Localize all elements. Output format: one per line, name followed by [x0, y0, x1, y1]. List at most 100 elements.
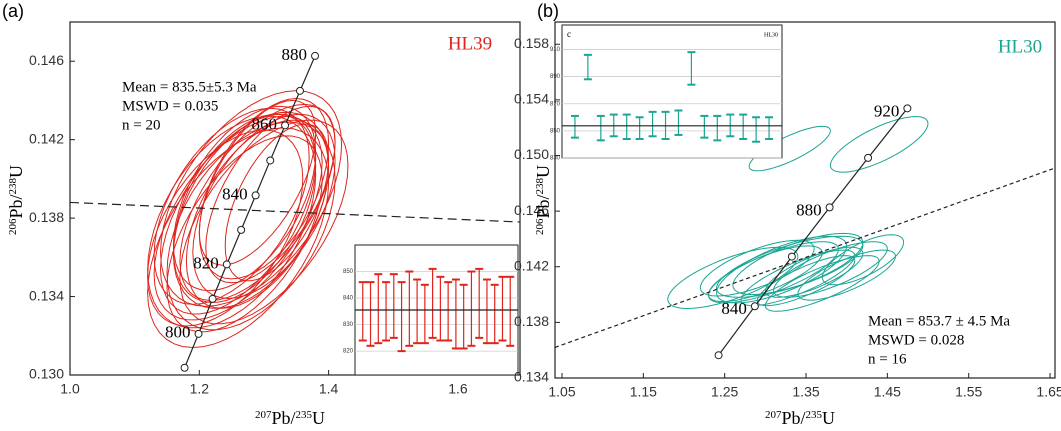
error-ellipse: [797, 249, 896, 301]
age-label: 840: [721, 299, 747, 318]
y-tick-label: 0.142: [514, 257, 549, 273]
error-ellipse: [764, 255, 880, 312]
y-axis-title-part: 238: [7, 177, 19, 194]
plot-area: [70, 51, 520, 372]
y-axis-title-part: Pb/: [533, 194, 553, 218]
concordia-marker: [222, 260, 231, 269]
concordia-marker: [266, 156, 275, 165]
concordia-marker: [281, 121, 290, 130]
inset-tick-label: 840: [343, 296, 354, 302]
y-tick-label: 0.134: [514, 369, 549, 385]
error-ellipse: [172, 111, 330, 309]
x-tick-label: 1.55: [955, 384, 982, 400]
y-axis-title: 206Pb/238U: [533, 165, 553, 235]
x-axis-title-part: Pb/: [271, 408, 295, 428]
annotation: MSWD = 0.035: [122, 98, 218, 114]
inset-tick-label: 910: [550, 47, 561, 53]
y-tick-label: 0.158: [514, 35, 549, 51]
y-tick-label: 0.138: [514, 313, 549, 329]
x-tick-label: 1.2: [190, 381, 210, 397]
panel-label: (a): [2, 1, 24, 21]
concordia-marker: [180, 363, 189, 372]
error-ellipse: [185, 119, 330, 309]
concordia-curve: [718, 107, 908, 356]
concordia-marker: [714, 351, 723, 360]
age-label: 860: [252, 114, 278, 133]
inset-tick-label: 830: [343, 322, 354, 328]
age-label: 920: [874, 101, 900, 120]
concordia-marker: [311, 51, 320, 60]
x-tick-label: 1.45: [874, 384, 901, 400]
error-ellipse: [159, 113, 317, 315]
error-ellipse: [179, 119, 349, 325]
error-ellipse: [205, 105, 336, 284]
age-label: 800: [165, 323, 191, 342]
plot-frame: [554, 21, 1056, 379]
y-axis-title-part: 238: [534, 177, 546, 194]
x-axis-title-part: 235: [806, 409, 823, 421]
inset-tick-label: 890: [550, 74, 561, 80]
annotation: n = 16: [868, 351, 907, 367]
y-axis-title-part: U: [533, 165, 553, 178]
plot-frame: [69, 21, 521, 376]
x-axis-title: 207Pb/235U: [765, 408, 835, 428]
x-axis-title-part: 207: [255, 409, 272, 421]
error-ellipse: [699, 239, 815, 297]
y-axis-title: 206Pb/238U: [6, 165, 26, 235]
reference-line: [555, 167, 1055, 348]
x-tick-label: 1.05: [548, 384, 575, 400]
concordia-marker: [864, 153, 873, 162]
error-ellipse: [198, 99, 317, 266]
inset-sample-label: HL30: [764, 32, 778, 38]
sample-label: HL30: [998, 36, 1042, 57]
concordia-marker: [825, 203, 834, 212]
error-ellipse: [821, 234, 905, 286]
y-tick-label: 0.134: [29, 287, 64, 303]
y-tick-label: 0.146: [29, 52, 64, 68]
error-ellipse: [715, 235, 864, 298]
age-label: 820: [193, 253, 219, 272]
y-tick-label: 0.138: [29, 209, 64, 225]
error-ellipse: [756, 255, 856, 307]
error-ellipse: [772, 241, 888, 298]
concordia-marker: [295, 86, 304, 95]
annotation: Mean = 835.5±5.3 Ma: [122, 79, 257, 95]
x-axis-title-part: Pb/: [781, 408, 805, 428]
age-label: 880: [796, 200, 822, 219]
x-axis-title-part: U: [312, 408, 325, 428]
error-ellipse: [153, 107, 310, 305]
age-label: 880: [282, 45, 308, 64]
x-tick-label: 1.6: [448, 381, 468, 397]
inset-panel-label: c: [567, 29, 571, 39]
age-label: 840: [222, 184, 248, 203]
concordia-curve: [184, 55, 316, 368]
x-tick-label: 1.4: [319, 381, 339, 397]
annotation: MSWD = 0.028: [868, 332, 964, 348]
concordia-marker: [750, 302, 759, 311]
error-ellipse: [179, 103, 336, 302]
concordia-marker: [194, 329, 203, 338]
concordia-marker: [787, 252, 796, 261]
inset-tick-label: 820: [343, 349, 354, 355]
error-ellipse: [147, 115, 317, 329]
x-tick-label: 1.35: [792, 384, 819, 400]
plot-area: [555, 104, 1055, 360]
panel-label: (b): [537, 1, 559, 21]
x-axis-title: 207Pb/235U: [255, 408, 325, 428]
concordia-marker: [208, 294, 217, 303]
x-axis-title-part: 235: [296, 409, 313, 421]
y-tick-label: 0.146: [514, 202, 549, 218]
reference-line: [70, 201, 520, 223]
error-ellipse: [667, 246, 799, 310]
y-axis-title-part: Pb/: [6, 194, 26, 218]
x-tick-label: 1.15: [630, 384, 657, 400]
y-axis-title-part: 206: [7, 218, 19, 235]
x-tick-label: 1.0: [60, 381, 80, 397]
y-tick-label: 0.142: [29, 130, 64, 146]
y-tick-label: 0.154: [514, 91, 549, 107]
error-ellipse: [732, 232, 864, 296]
inset-tick-label: 830: [550, 156, 561, 162]
concordia-marker: [251, 191, 260, 200]
concordia-marker: [903, 104, 912, 113]
